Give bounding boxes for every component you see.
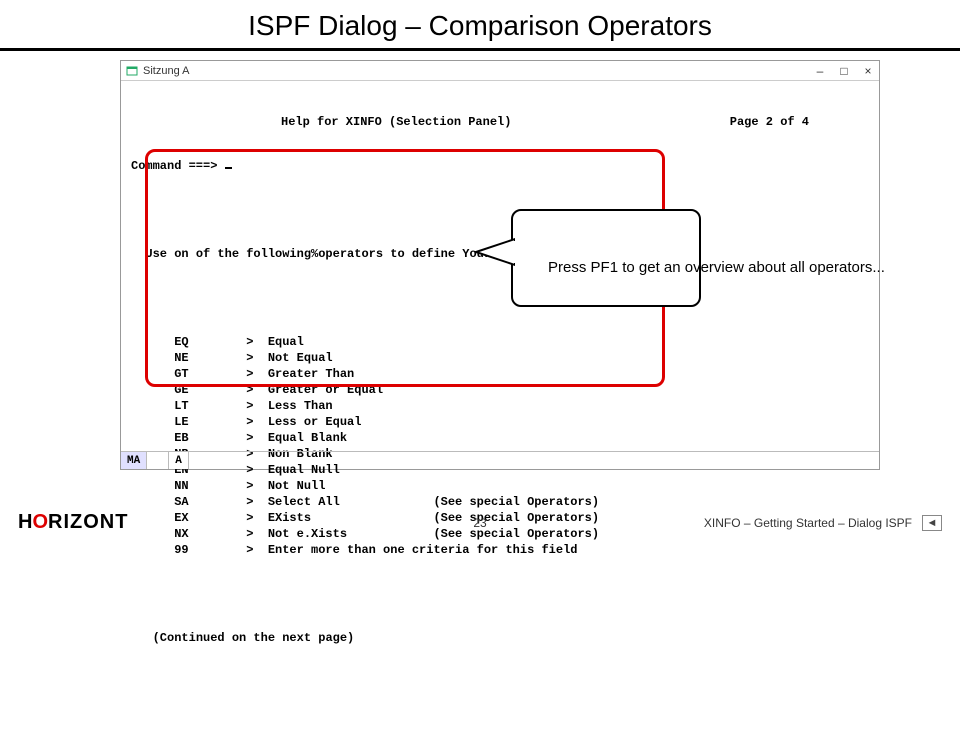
callout-pointer-icon (475, 237, 515, 267)
command-label: Command ===> (131, 159, 217, 173)
operator-row: NE > Not Equal (131, 350, 869, 366)
continued-text: (Continued on the next page) (153, 631, 355, 645)
footer-right: XINFO – Getting Started – Dialog ISPF ◄ (704, 515, 942, 531)
maximize-button[interactable]: □ (837, 64, 851, 78)
command-cursor[interactable] (225, 157, 232, 169)
callout-box: Press PF1 to get an overview about all o… (511, 209, 701, 307)
operator-row: 99 > Enter more than one criteria for th… (131, 542, 869, 558)
window-title-bar: Sitzung A – □ × (121, 61, 879, 81)
operator-row: GT > Greater Than (131, 366, 869, 382)
operator-row: LT > Less Than (131, 398, 869, 414)
logo-o: O (32, 511, 48, 533)
operator-row: EQ > Equal (131, 334, 869, 350)
slide-footer: HORIZONT 23 XINFO – Getting Started – Di… (0, 511, 960, 534)
window-controls: – □ × (813, 64, 875, 78)
status-blank (147, 452, 169, 469)
terminal-window: Sitzung A – □ × Help for XINFO (Selectio… (120, 60, 880, 470)
help-title: Help for XINFO (Selection Panel) (281, 115, 511, 129)
operator-row: LE > Less or Equal (131, 414, 869, 430)
logo-rest: RIZONT (48, 511, 128, 533)
operator-row: EB > Equal Blank (131, 430, 869, 446)
session-icon (125, 64, 139, 78)
prev-slide-icon[interactable]: ◄ (922, 515, 942, 531)
logo-h: H (18, 511, 32, 533)
status-a: A (169, 452, 189, 469)
callout-text: Press PF1 to get an overview about all o… (548, 259, 885, 276)
page-indicator: Page 2 of 4 (730, 115, 809, 129)
close-button[interactable]: × (861, 64, 875, 78)
terminal-body: Help for XINFO (Selection Panel) Page 2 … (121, 81, 879, 736)
window-title: Sitzung A (143, 65, 813, 77)
title-underline (0, 48, 960, 51)
status-bar: MA A (121, 451, 879, 469)
operator-row: SA > Select All (See special Operators) (131, 494, 869, 510)
horizont-logo: HORIZONT (18, 511, 128, 534)
page-number: 23 (473, 516, 486, 530)
status-ma: MA (121, 452, 147, 469)
slide-title: ISPF Dialog – Comparison Operators (0, 0, 960, 48)
minimize-button[interactable]: – (813, 64, 827, 78)
operator-row: GE > Greater or Equal (131, 382, 869, 398)
footer-text: XINFO – Getting Started – Dialog ISPF (704, 516, 912, 530)
operator-row: NN > Not Null (131, 478, 869, 494)
